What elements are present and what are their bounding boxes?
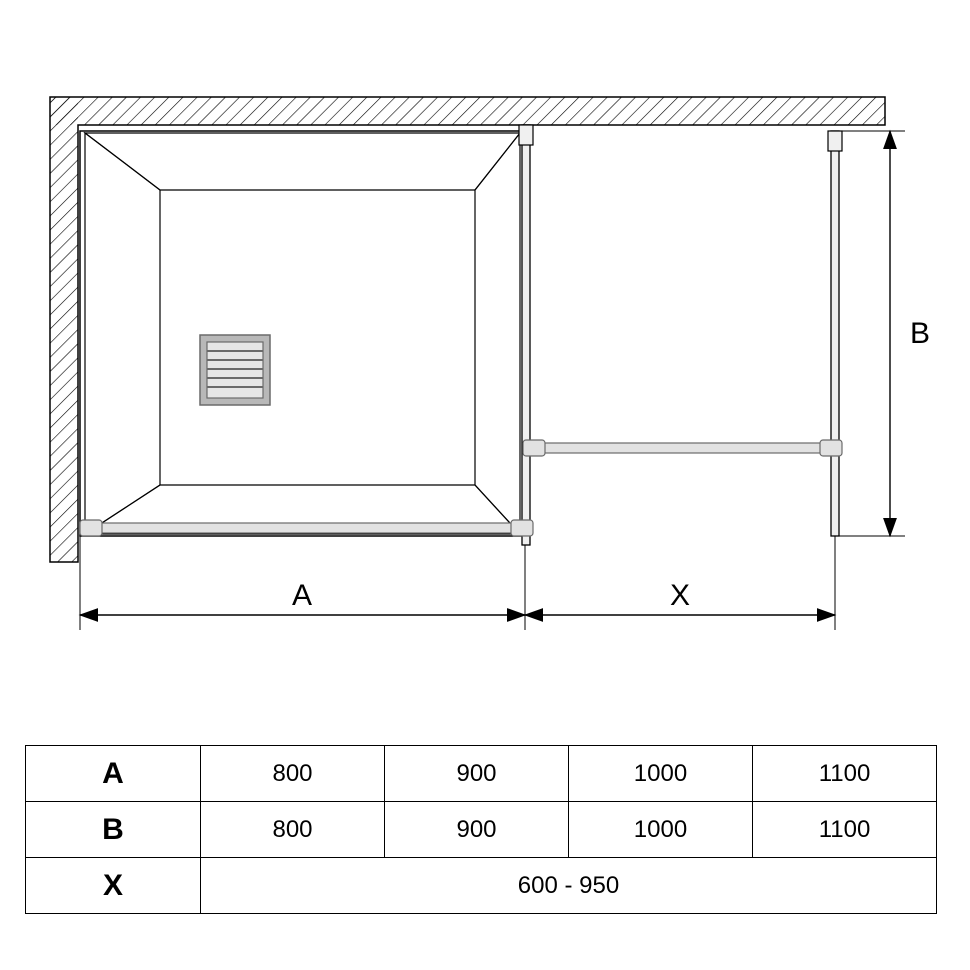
row-label-A: A [26, 746, 201, 802]
dimensions-table: A 800 900 1000 1100 B 800 900 1000 1100 … [25, 745, 937, 914]
cell: 800 [201, 746, 385, 802]
shower-tray [80, 131, 525, 536]
dimension-B-label: B [910, 317, 930, 350]
table-row: B 800 900 1000 1100 [26, 802, 937, 858]
cell: 900 [385, 802, 569, 858]
glass-panel-right [828, 131, 842, 536]
row-label-B: B [26, 802, 201, 858]
technical-diagram: A X B [25, 85, 940, 665]
cell: 800 [201, 802, 385, 858]
page: A X B A 800 900 1000 1100 B 800 900 1000… [0, 0, 970, 970]
cell: 1100 [753, 802, 937, 858]
dimension-A-label: A [292, 579, 312, 612]
cell: 1100 [753, 746, 937, 802]
drain-icon [200, 335, 270, 405]
cell: 1000 [569, 802, 753, 858]
diagram-svg: A X B [25, 85, 940, 665]
support-rod-middle-right [523, 440, 842, 456]
row-label-X: X [26, 858, 201, 914]
table-row: X 600 - 950 [26, 858, 937, 914]
glass-panel-center [519, 125, 533, 545]
table-row: A 800 900 1000 1100 [26, 746, 937, 802]
support-rod-lower-left [80, 520, 533, 536]
wall-hatch [50, 97, 885, 562]
cell: 900 [385, 746, 569, 802]
cell-span: 600 - 950 [201, 858, 937, 914]
cell: 1000 [569, 746, 753, 802]
dimension-X-label: X [670, 579, 690, 612]
